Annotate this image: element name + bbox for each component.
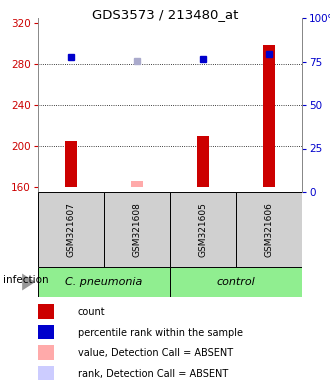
Text: GSM321607: GSM321607 (67, 202, 76, 257)
Text: percentile rank within the sample: percentile rank within the sample (78, 328, 243, 338)
Bar (38, 192, 104, 267)
Text: infection: infection (3, 275, 49, 285)
Text: count: count (78, 307, 105, 317)
Bar (197, 136, 209, 187)
Bar (170, 267, 302, 297)
Bar (131, 181, 143, 187)
Text: C. pneumonia: C. pneumonia (65, 277, 143, 287)
Bar (263, 45, 275, 187)
Text: GSM321606: GSM321606 (265, 202, 274, 257)
Bar (38, 345, 54, 360)
Text: value, Detection Call = ABSENT: value, Detection Call = ABSENT (78, 348, 233, 358)
Bar (236, 192, 302, 267)
Text: GSM321605: GSM321605 (199, 202, 208, 257)
Bar (38, 366, 54, 380)
Bar (38, 304, 54, 319)
Text: control: control (216, 277, 255, 287)
Bar (104, 192, 170, 267)
Text: rank, Detection Call = ABSENT: rank, Detection Call = ABSENT (78, 369, 228, 379)
Bar (170, 192, 236, 267)
Bar (38, 324, 54, 339)
Bar (65, 141, 77, 187)
Text: GSM321608: GSM321608 (133, 202, 142, 257)
Text: GDS3573 / 213480_at: GDS3573 / 213480_at (92, 8, 238, 21)
Bar (38, 267, 170, 297)
